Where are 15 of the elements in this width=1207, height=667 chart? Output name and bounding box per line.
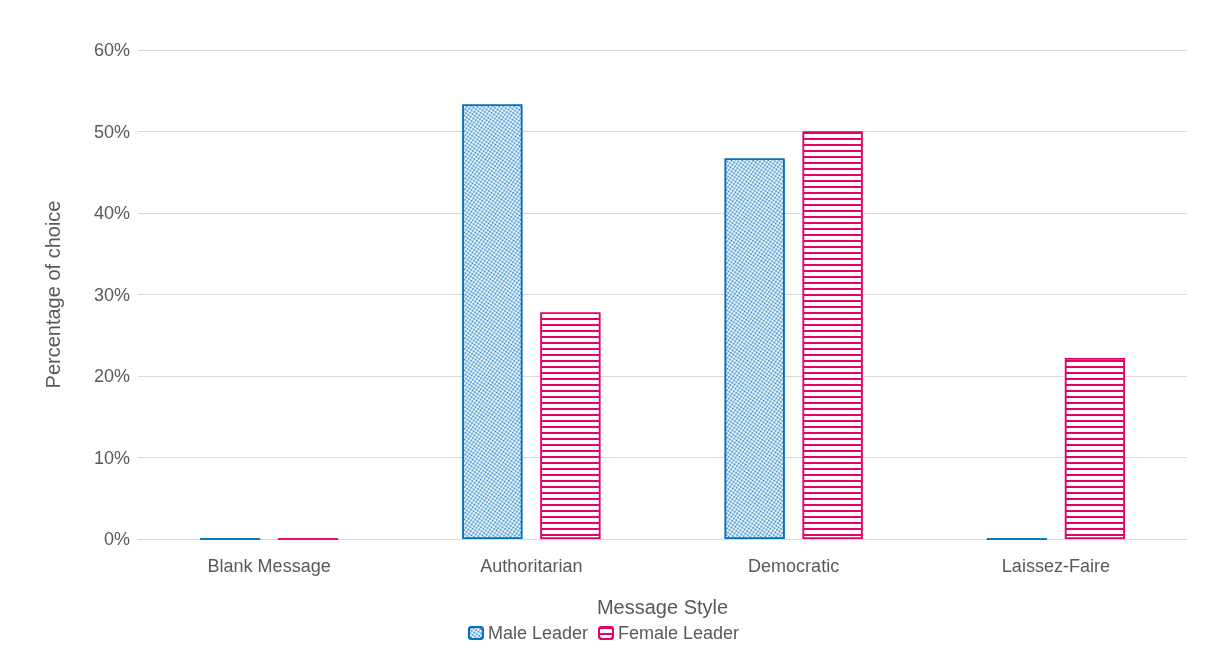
legend-label: Female Leader [618,623,740,643]
x-axis-title: Message Style [596,596,729,618]
y-tick-label: 60% [93,40,130,60]
y-tick-label: 0% [103,529,130,549]
x-tick-label: Authoritarian [480,556,583,576]
x-tick-label: Laissez-Faire [1001,556,1110,576]
x-tick-label: Democratic [748,556,840,576]
y-axis-title: Percentage of choice [42,200,64,389]
y-tick-label: 20% [93,366,130,386]
legend-label: Male Leader [487,623,589,643]
x-tick-label: Blank Message [207,556,331,576]
y-tick-label: 30% [93,284,130,305]
y-tick-label: 40% [93,203,130,223]
y-tick-label: 50% [93,121,130,142]
y-tick-label: 10% [93,447,130,468]
